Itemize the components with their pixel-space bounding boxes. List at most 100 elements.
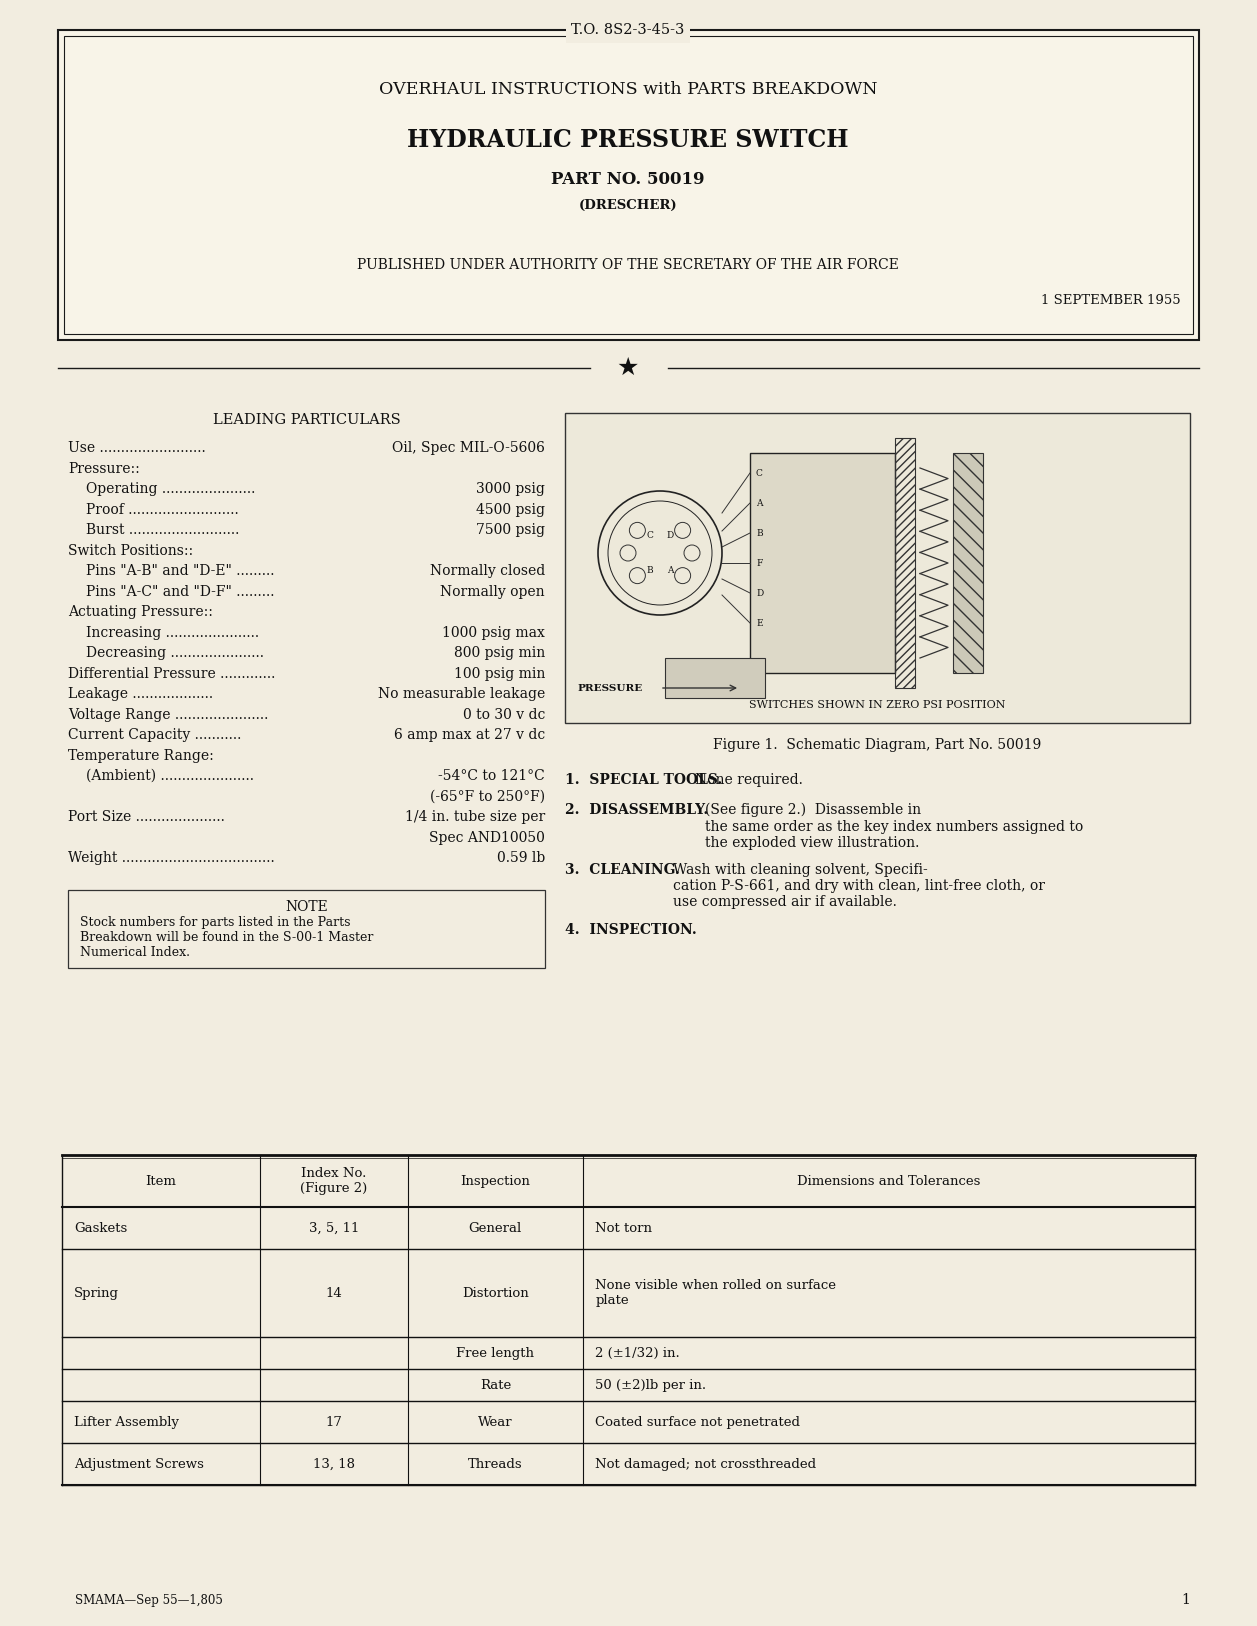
Text: A: A <box>755 499 763 507</box>
Text: Inspection: Inspection <box>460 1174 530 1187</box>
Text: None visible when rolled on surface
plate: None visible when rolled on surface plat… <box>595 1280 836 1307</box>
Text: Decreasing ......................: Decreasing ...................... <box>85 646 264 660</box>
Text: Dimensions and Tolerances: Dimensions and Tolerances <box>797 1174 980 1187</box>
Text: PUBLISHED UNDER AUTHORITY OF THE SECRETARY OF THE AIR FORCE: PUBLISHED UNDER AUTHORITY OF THE SECRETA… <box>357 259 899 272</box>
Text: 6 amp max at 27 v dc: 6 amp max at 27 v dc <box>393 728 546 741</box>
Text: SWITCHES SHOWN IN ZERO PSI POSITION: SWITCHES SHOWN IN ZERO PSI POSITION <box>749 701 1006 711</box>
Text: Differential Pressure .............: Differential Pressure ............. <box>68 667 275 681</box>
Text: General: General <box>469 1221 522 1234</box>
Text: Threads: Threads <box>468 1457 523 1470</box>
Text: Operating ......................: Operating ...................... <box>85 481 255 496</box>
Text: Proof ..........................: Proof .......................... <box>85 502 239 517</box>
Text: C: C <box>755 468 763 478</box>
Text: ★: ★ <box>617 356 640 380</box>
Text: Not damaged; not crossthreaded: Not damaged; not crossthreaded <box>595 1457 816 1470</box>
Text: Wash with cleaning solvent, Specifi-
cation P-S-661, and dry with clean, lint-fr: Wash with cleaning solvent, Specifi- cat… <box>672 863 1045 909</box>
Text: OVERHAUL INSTRUCTIONS with PARTS BREAKDOWN: OVERHAUL INSTRUCTIONS with PARTS BREAKDO… <box>378 81 877 99</box>
Text: Spec AND10050: Spec AND10050 <box>429 831 546 844</box>
Text: 3.  CLEANING.: 3. CLEANING. <box>564 863 680 876</box>
Bar <box>68 889 546 967</box>
Text: 13, 18: 13, 18 <box>313 1457 354 1470</box>
Text: Current Capacity ...........: Current Capacity ........... <box>68 728 241 741</box>
Text: 3, 5, 11: 3, 5, 11 <box>309 1221 360 1234</box>
Text: Normally open: Normally open <box>440 584 546 598</box>
Bar <box>665 659 766 698</box>
Text: Pins "A-B" and "D-E" .........: Pins "A-B" and "D-E" ......... <box>85 564 274 577</box>
Bar <box>750 454 895 673</box>
Text: 100 psig min: 100 psig min <box>454 667 546 681</box>
Text: -54°C to 121°C: -54°C to 121°C <box>439 769 546 784</box>
Text: Port Size .....................: Port Size ..................... <box>68 810 225 824</box>
Text: Switch Positions::: Switch Positions:: <box>68 543 194 558</box>
Text: Temperature Range:: Temperature Range: <box>68 748 214 763</box>
Text: No measurable leakage: No measurable leakage <box>378 688 546 701</box>
Text: 7500 psig: 7500 psig <box>476 524 546 537</box>
Text: 50 (±2)lb per in.: 50 (±2)lb per in. <box>595 1379 706 1392</box>
Bar <box>64 36 1193 333</box>
Text: 17: 17 <box>326 1416 342 1429</box>
Text: Not torn: Not torn <box>595 1221 652 1234</box>
Text: Weight ....................................: Weight .................................… <box>68 850 275 865</box>
Text: (DRESCHER): (DRESCHER) <box>578 198 678 211</box>
Text: 0 to 30 v dc: 0 to 30 v dc <box>463 707 546 722</box>
Text: 2 (±1/32) in.: 2 (±1/32) in. <box>595 1346 680 1359</box>
Text: A: A <box>666 566 674 576</box>
Text: C: C <box>646 532 654 540</box>
Text: Pressure::: Pressure:: <box>68 462 140 475</box>
Text: D: D <box>755 589 763 597</box>
Text: (See figure 2.)  Disassemble in
the same order as the key index numbers assigned: (See figure 2.) Disassemble in the same … <box>705 803 1084 850</box>
Text: 4500 psig: 4500 psig <box>476 502 546 517</box>
Text: Stock numbers for parts listed in the Parts
Breakdown will be found in the S-00-: Stock numbers for parts listed in the Pa… <box>80 915 373 958</box>
Text: Gaskets: Gaskets <box>74 1221 127 1234</box>
Bar <box>895 437 915 688</box>
Text: Lifter Assembly: Lifter Assembly <box>74 1416 178 1429</box>
Text: B: B <box>646 566 654 576</box>
Text: 1 SEPTEMBER 1955: 1 SEPTEMBER 1955 <box>1041 294 1182 306</box>
Text: B: B <box>755 528 763 538</box>
Text: 1/4 in. tube size per: 1/4 in. tube size per <box>405 810 546 824</box>
Text: Adjustment Screws: Adjustment Screws <box>74 1457 204 1470</box>
Text: T.O. 8S2-3-45-3: T.O. 8S2-3-45-3 <box>572 23 685 37</box>
Text: E: E <box>755 618 763 628</box>
Text: None required.: None required. <box>695 772 803 787</box>
Text: 1: 1 <box>1182 1593 1190 1606</box>
Text: Burst ..........................: Burst .......................... <box>85 524 239 537</box>
Text: PART NO. 50019: PART NO. 50019 <box>552 171 705 189</box>
Text: Leakage ...................: Leakage ................... <box>68 688 214 701</box>
Text: 1000 psig max: 1000 psig max <box>442 626 546 639</box>
Text: Distortion: Distortion <box>463 1286 529 1299</box>
Bar <box>953 454 983 673</box>
Text: 14: 14 <box>326 1286 342 1299</box>
Text: 3000 psig: 3000 psig <box>476 481 546 496</box>
Text: (Ambient) ......................: (Ambient) ...................... <box>85 769 254 784</box>
Text: SMAMA—Sep 55—1,805: SMAMA—Sep 55—1,805 <box>75 1593 222 1606</box>
Text: Spring: Spring <box>74 1286 119 1299</box>
Text: Wear: Wear <box>478 1416 513 1429</box>
Text: Use .........................: Use ......................... <box>68 441 206 455</box>
Bar <box>564 413 1190 724</box>
Text: 4.  INSPECTION.: 4. INSPECTION. <box>564 924 696 937</box>
Text: Pins "A-C" and "D-F" .........: Pins "A-C" and "D-F" ......... <box>85 584 274 598</box>
Text: Free length: Free length <box>456 1346 534 1359</box>
Bar <box>58 29 1199 340</box>
Text: Normally closed: Normally closed <box>430 564 546 577</box>
Text: Index No.
(Figure 2): Index No. (Figure 2) <box>300 1167 367 1195</box>
Text: 2.  DISASSEMBLY.: 2. DISASSEMBLY. <box>564 803 708 816</box>
Text: PRESSURE: PRESSURE <box>577 683 642 693</box>
Text: HYDRAULIC PRESSURE SWITCH: HYDRAULIC PRESSURE SWITCH <box>407 128 848 151</box>
Text: F: F <box>755 558 763 567</box>
Text: Coated surface not penetrated: Coated surface not penetrated <box>595 1416 801 1429</box>
Text: Voltage Range ......................: Voltage Range ...................... <box>68 707 269 722</box>
Text: 800 psig min: 800 psig min <box>454 646 546 660</box>
Text: Oil, Spec MIL-O-5606: Oil, Spec MIL-O-5606 <box>392 441 546 455</box>
Text: Item: Item <box>146 1174 176 1187</box>
Text: Figure 1.  Schematic Diagram, Part No. 50019: Figure 1. Schematic Diagram, Part No. 50… <box>714 738 1042 751</box>
Text: Rate: Rate <box>480 1379 512 1392</box>
Text: LEADING PARTICULARS: LEADING PARTICULARS <box>212 413 401 428</box>
Text: (-65°F to 250°F): (-65°F to 250°F) <box>430 790 546 803</box>
Text: Increasing ......................: Increasing ...................... <box>85 626 259 639</box>
Text: NOTE: NOTE <box>285 899 328 914</box>
Text: 0.59 lb: 0.59 lb <box>497 850 546 865</box>
Text: D: D <box>666 532 674 540</box>
Text: 1.  SPECIAL TOOLS.: 1. SPECIAL TOOLS. <box>564 772 723 787</box>
